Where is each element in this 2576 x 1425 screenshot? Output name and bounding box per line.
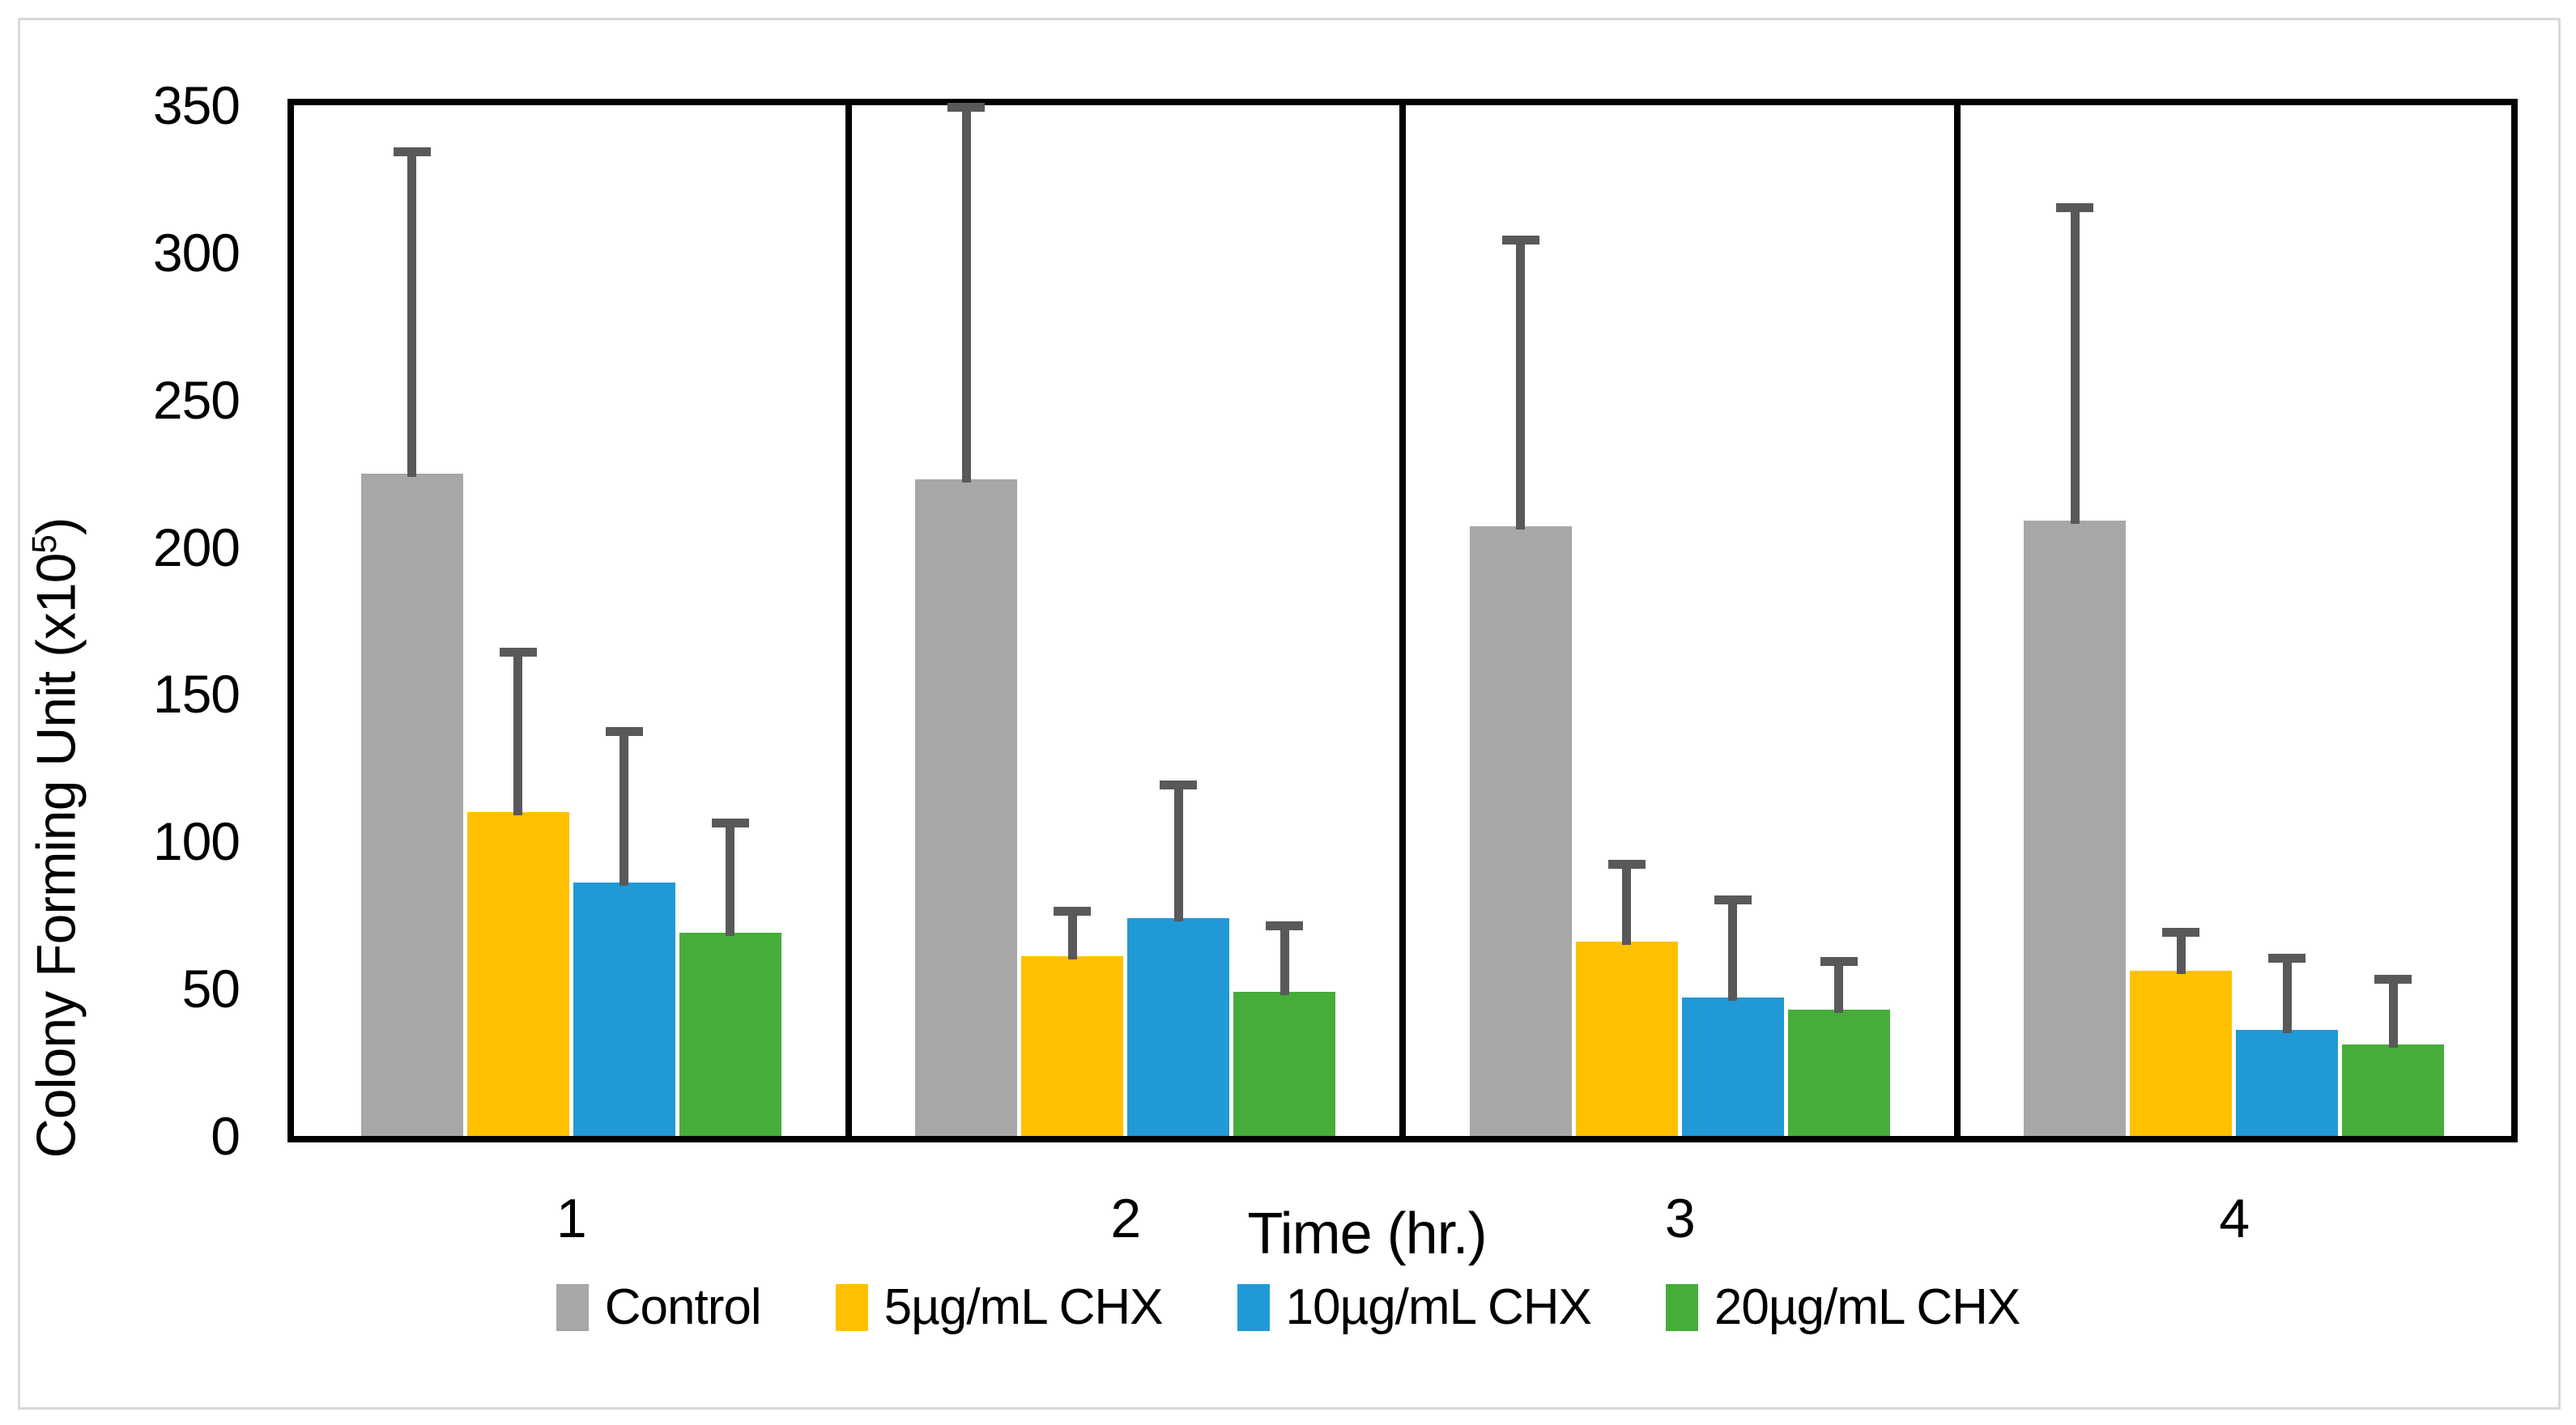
error-bar-cap bbox=[1714, 895, 1752, 904]
y-tick-label-0: 0 bbox=[211, 1106, 241, 1166]
error-bar-line bbox=[1173, 785, 1183, 921]
y-axis-title-text: Colony Forming Unit (x10 bbox=[25, 553, 87, 1159]
error-bar-line bbox=[2282, 959, 2292, 1034]
error-bar-line bbox=[1067, 912, 1077, 960]
legend-label: 20µg/mL CHX bbox=[1714, 1279, 2020, 1335]
legend-item-10-g-ml-chx: 10µg/mL CHX bbox=[1237, 1279, 1592, 1335]
bar-20-g-ml-chx-hr2 bbox=[1233, 991, 1336, 1136]
bar-10-g-ml-chx-hr2 bbox=[1127, 917, 1230, 1136]
error-bar-line bbox=[1728, 900, 1738, 1002]
panel-divider-3 bbox=[1953, 105, 1961, 1136]
y-axis-title-superscript: 5 bbox=[25, 535, 63, 554]
error-bar-line bbox=[726, 823, 735, 937]
y-tick-label-150: 150 bbox=[152, 664, 241, 725]
legend-label: 5µg/mL CHX bbox=[884, 1279, 1164, 1335]
error-bar-cap bbox=[1607, 860, 1646, 870]
y-tick-label-300: 300 bbox=[152, 222, 241, 283]
bar-control-hr1 bbox=[360, 473, 463, 1136]
legend-swatch-icon bbox=[1665, 1284, 1698, 1331]
panel-divider-2 bbox=[1399, 105, 1406, 1136]
error-bar-cap bbox=[1501, 235, 1539, 245]
error-bar-cap bbox=[711, 819, 749, 828]
legend-swatch-icon bbox=[1237, 1284, 1270, 1331]
bar-10-g-ml-chx-hr1 bbox=[573, 883, 675, 1136]
error-bar-line bbox=[2070, 207, 2080, 524]
legend-swatch-icon bbox=[835, 1284, 868, 1331]
error-bar-line bbox=[1279, 926, 1289, 995]
y-tick-label-350: 350 bbox=[152, 75, 241, 135]
error-bar-cap bbox=[2056, 202, 2094, 212]
error-bar-line bbox=[961, 108, 971, 483]
legend-item-20-g-ml-chx: 20µg/mL CHX bbox=[1665, 1279, 2020, 1335]
y-tick-label-200: 200 bbox=[152, 517, 241, 577]
bar-10-g-ml-chx-hr4 bbox=[2236, 1030, 2339, 1136]
error-bar-cap bbox=[947, 103, 986, 113]
y-tick-label-50: 50 bbox=[181, 959, 241, 1019]
error-bar-line bbox=[1834, 962, 1844, 1013]
bar-20-g-ml-chx-hr1 bbox=[679, 933, 781, 1136]
legend: Control 5µg/mL CHX 10µg/mL CHX 20µg/mL CHX bbox=[0, 1282, 2576, 1334]
error-bar-cap bbox=[1266, 921, 1304, 931]
x-tick-label-2: 2 bbox=[1110, 1188, 1141, 1249]
error-bar-line bbox=[407, 151, 417, 477]
bar-5-g-ml-chx-hr3 bbox=[1575, 941, 1678, 1136]
error-bar-cap bbox=[2268, 954, 2306, 963]
error-bar-cap bbox=[1160, 780, 1198, 789]
x-tick-label-1: 1 bbox=[556, 1188, 587, 1249]
error-bar-line bbox=[620, 732, 629, 887]
x-tick-label-4: 4 bbox=[2219, 1188, 2250, 1249]
error-bar-line bbox=[2388, 979, 2398, 1049]
bar-10-g-ml-chx-hr3 bbox=[1681, 998, 1784, 1136]
legend-label: Control bbox=[604, 1279, 762, 1335]
error-bar-cap bbox=[1820, 957, 1858, 967]
bar-20-g-ml-chx-hr3 bbox=[1787, 1009, 1890, 1136]
error-bar-cap bbox=[2162, 927, 2200, 937]
error-bar-line bbox=[1622, 865, 1632, 945]
error-bar-cap bbox=[2374, 974, 2412, 984]
error-bar-line bbox=[513, 653, 523, 815]
error-bar-cap bbox=[1054, 907, 1092, 917]
panel-divider-1 bbox=[845, 105, 852, 1136]
error-bar-cap bbox=[605, 727, 643, 737]
error-bar-cap bbox=[393, 147, 431, 156]
bar-20-g-ml-chx-hr4 bbox=[2342, 1044, 2445, 1136]
legend-label: 10µg/mL CHX bbox=[1285, 1279, 1592, 1335]
bar-control-hr3 bbox=[1469, 526, 1572, 1136]
legend-item-5-g-ml-chx: 5µg/mL CHX bbox=[835, 1279, 1164, 1335]
error-bar-line bbox=[2176, 932, 2186, 975]
bar-control-hr2 bbox=[915, 479, 1018, 1136]
bar-5-g-ml-chx-hr1 bbox=[466, 811, 569, 1136]
error-bar-line bbox=[1516, 240, 1526, 530]
x-tick-label-3: 3 bbox=[1664, 1188, 1696, 1249]
bar-control-hr4 bbox=[2024, 520, 2127, 1136]
legend-swatch-icon bbox=[556, 1284, 589, 1331]
y-tick-label-100: 100 bbox=[152, 811, 241, 872]
x-axis-title: Time (hr.) bbox=[1247, 1202, 1487, 1266]
y-tick-label-250: 250 bbox=[152, 369, 241, 430]
bar-5-g-ml-chx-hr4 bbox=[2130, 971, 2233, 1136]
y-axis-title: Colony Forming Unit (x105) bbox=[11, 352, 87, 1324]
y-axis-title-suffix: ) bbox=[25, 517, 87, 536]
error-bar-cap bbox=[499, 648, 537, 657]
legend-item-control: Control bbox=[556, 1279, 762, 1335]
bar-5-g-ml-chx-hr2 bbox=[1021, 956, 1124, 1136]
